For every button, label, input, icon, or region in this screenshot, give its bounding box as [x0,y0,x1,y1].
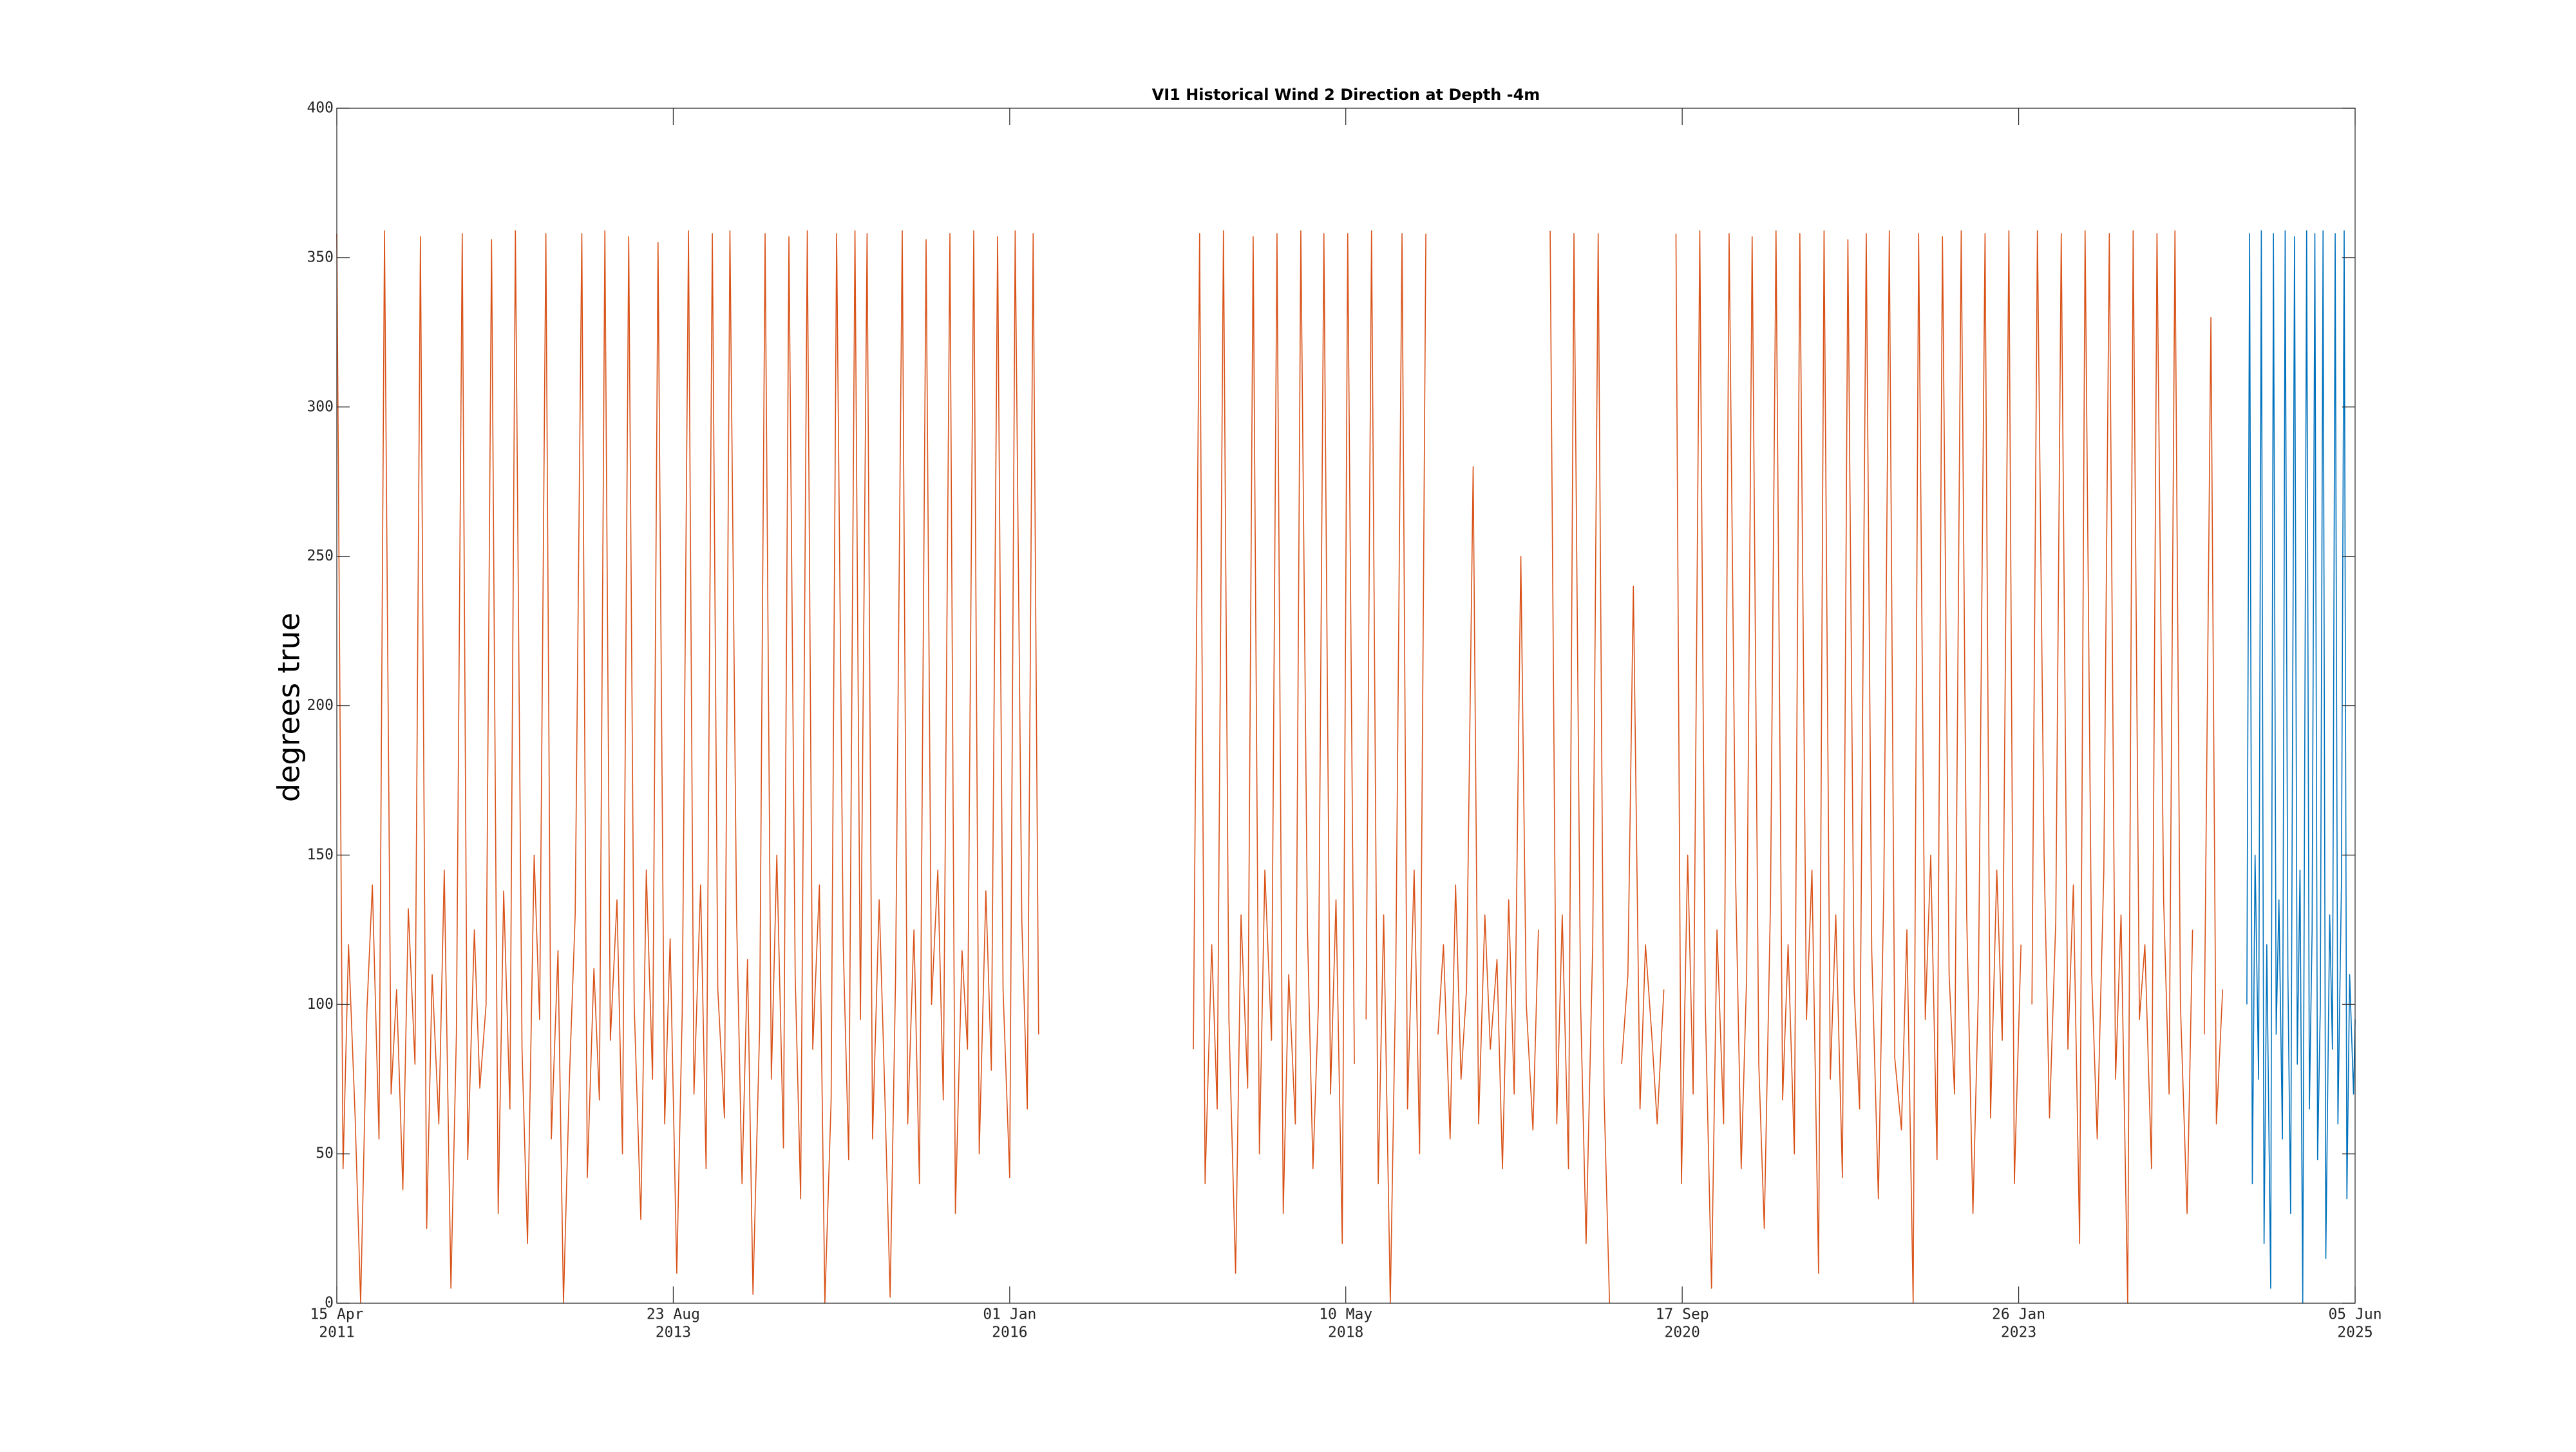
chart-title: VI1 Historical Wind 2 Direction at Depth… [1152,86,1540,104]
x-tick-label: 01 Jan [983,1306,1036,1323]
y-tick-label: 150 [307,846,334,863]
y-tick-label: 400 [307,100,334,117]
x-tick-label: 2020 [1664,1324,1700,1341]
y-axis-label: degrees true [272,613,307,802]
x-tick-label: 23 Aug [647,1306,700,1323]
data-line [2246,230,2356,1304]
y-tick-label: 250 [307,548,334,564]
plot-area [336,230,2356,1304]
x-tick-label: 2025 [2337,1324,2372,1341]
x-tick-label: 2013 [656,1324,691,1341]
y-tick-label: 350 [307,249,334,265]
x-tick-label: 2023 [2001,1324,2036,1341]
x-tick-label: 15 Apr [310,1306,363,1323]
x-tick-label: 2018 [1328,1324,1363,1341]
x-tick-label: 2016 [992,1324,1027,1341]
x-tick-label: 05 Jun [2328,1306,2382,1323]
y-tick-label: 200 [307,697,334,714]
x-tick-label: 10 May [1319,1306,1372,1323]
y-tick-label: 300 [307,398,334,415]
x-tick-label: 26 Jan [1992,1306,2045,1323]
y-tick-label: 50 [316,1145,334,1162]
y-tick-label: 100 [307,996,334,1013]
x-tick-label: 2011 [319,1324,354,1341]
x-tick-label: 17 Sep [1656,1306,1709,1323]
data-line [336,230,2224,1304]
y-tick-label: 0 [325,1295,334,1312]
